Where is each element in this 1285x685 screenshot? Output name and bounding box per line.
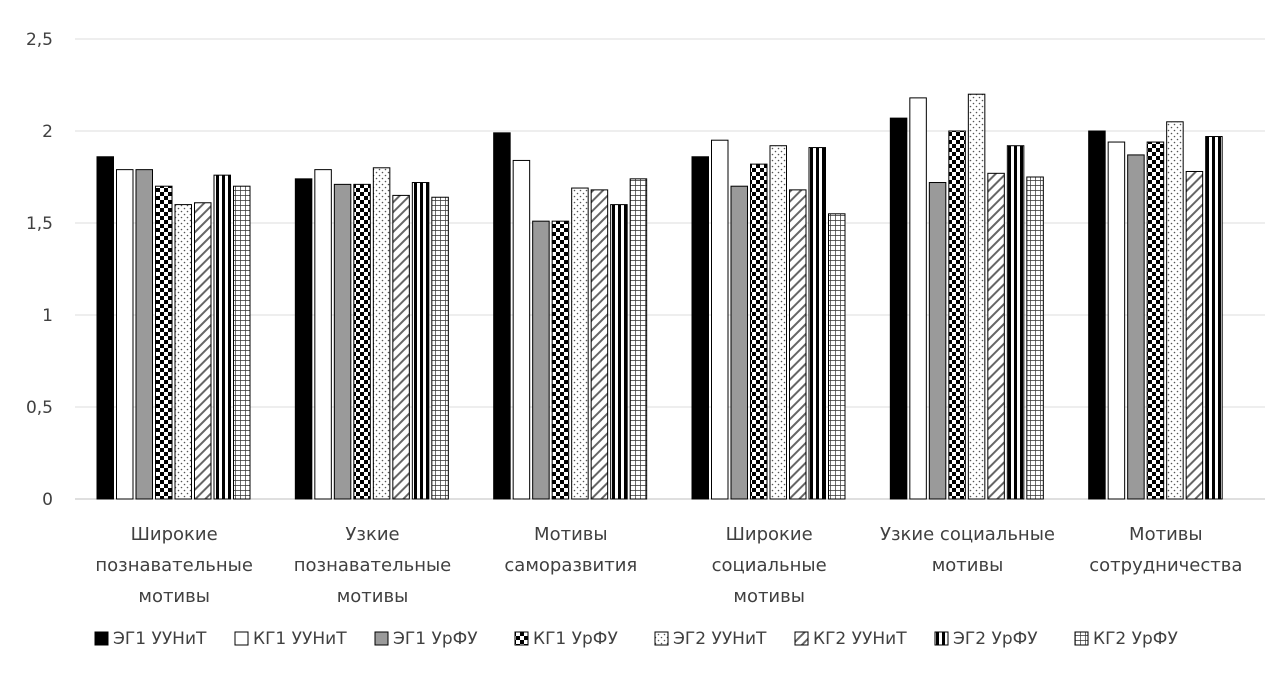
legend-swatch (654, 631, 669, 646)
legend-item: ЭГ2 УУНиТ (654, 629, 767, 649)
legend-label: КГ1 УУНиТ (253, 629, 347, 649)
bar (730, 185, 748, 500)
bar (194, 202, 212, 500)
bar (789, 189, 807, 500)
bar (948, 130, 966, 500)
bar (532, 220, 550, 500)
legend-item: КГ1 УУНиТ (234, 629, 347, 649)
bar (967, 93, 986, 500)
bar (769, 145, 787, 500)
bar (1166, 121, 1184, 500)
y-tick-label: 0,5 (26, 398, 53, 418)
bar (314, 169, 332, 500)
x-category-label: Узкие социальные мотивы (880, 524, 1055, 576)
bar (1185, 170, 1204, 500)
y-tick-label: 0 (42, 490, 53, 510)
legend-label: КГ2 УУНиТ (813, 629, 907, 649)
legend-item: ЭГ2 УрФУ (934, 629, 1038, 649)
bar (1146, 141, 1165, 500)
y-tick-label: 2 (42, 122, 53, 142)
bar (1107, 141, 1126, 500)
bar (551, 220, 570, 500)
bar (889, 117, 908, 500)
legend-item: КГ2 УУНиТ (794, 629, 907, 649)
legend-label: КГ2 УрФУ (1093, 629, 1178, 649)
bar (116, 169, 134, 500)
bar (333, 183, 352, 500)
bar (294, 178, 313, 500)
bar (213, 174, 231, 500)
gridlines (75, 38, 1265, 500)
legend-swatch (234, 631, 249, 646)
bar (1127, 154, 1145, 500)
bar (691, 156, 709, 500)
bar (372, 167, 391, 500)
bar (610, 204, 628, 500)
bars (96, 93, 1223, 500)
legend-swatch (794, 631, 809, 646)
legend-swatch (934, 631, 949, 646)
bar (629, 178, 648, 500)
bar (828, 213, 846, 500)
x-category-label: Мотивы сотрудничества (1089, 524, 1242, 576)
bar (512, 159, 531, 500)
legend-label: ЭГ1 УрФУ (393, 629, 478, 649)
bar (1006, 145, 1025, 500)
bar (571, 187, 589, 500)
bar (1088, 130, 1106, 500)
legend-label: ЭГ2 УУНиТ (673, 629, 767, 649)
bar (174, 204, 192, 500)
x-category-label: Мотивы саморазвития (504, 524, 637, 576)
bar (808, 147, 826, 500)
bar (750, 163, 768, 500)
legend: ЭГ1 УУНиТ КГ1 УУНиТ ЭГ1 УрФУ КГ1 УрФУ ЭГ2 УУ… (94, 629, 1178, 649)
bar (353, 183, 371, 500)
bar (493, 132, 511, 500)
bar (431, 196, 449, 500)
x-category-label: Широкие познавательные мотивы (95, 524, 253, 607)
bar (1205, 136, 1223, 500)
bar (233, 185, 251, 500)
y-tick-label: 1 (42, 306, 53, 326)
bar (590, 189, 609, 500)
bar (411, 182, 430, 500)
bar (928, 182, 947, 500)
bar (135, 169, 153, 500)
legend-item: КГ1 УрФУ (514, 629, 618, 649)
x-axis: Широкие познавательные мотивы Узкие познават… (95, 524, 1242, 607)
y-tick-label: 2,5 (26, 30, 53, 50)
legend-swatch (1074, 631, 1089, 646)
legend-label: ЭГ2 УрФУ (953, 629, 1038, 649)
y-tick-label: 1,5 (26, 214, 53, 234)
y-axis: 0 0,5 1 1,5 2 2,5 (26, 30, 53, 510)
bar (909, 97, 927, 500)
x-category-label: Узкие познавательные мотивы (294, 524, 452, 607)
bar (392, 194, 410, 500)
legend-label: КГ1 УрФУ (533, 629, 618, 649)
bar (96, 156, 114, 500)
bar (1026, 176, 1044, 500)
legend-item: КГ2 УрФУ (1074, 629, 1178, 649)
legend-swatch (94, 631, 109, 646)
x-category-label: Широкие социальные мотивы (712, 524, 827, 607)
legend-label: ЭГ1 УУНиТ (113, 629, 207, 649)
bar (987, 172, 1005, 500)
legend-swatch (374, 631, 389, 646)
legend-item: ЭГ1 УрФУ (374, 629, 478, 649)
legend-item: ЭГ1 УУНиТ (94, 629, 207, 649)
bar (711, 139, 729, 500)
legend-swatch (514, 631, 529, 646)
bar (155, 185, 173, 500)
